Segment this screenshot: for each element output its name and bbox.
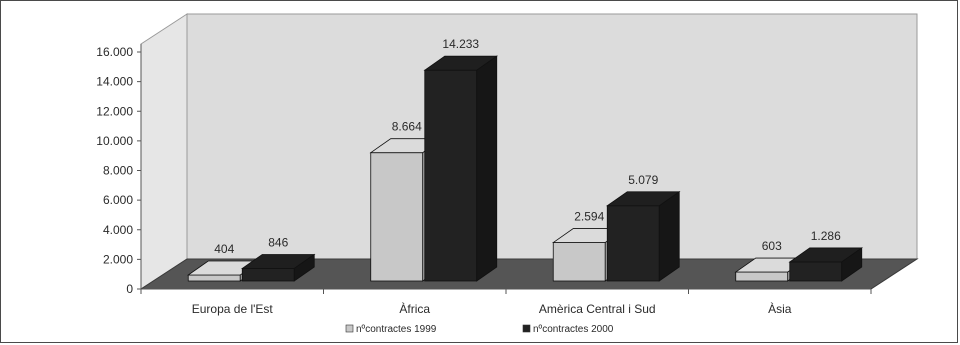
bar-side <box>293 253 315 282</box>
back-wall <box>186 13 918 260</box>
bar-front <box>789 261 843 282</box>
y-tick-label: 12.000 <box>96 104 133 118</box>
chart-legend: nºcontractes 1999 nºcontractes 2000 <box>345 324 614 335</box>
data-label: 8.664 <box>392 120 422 134</box>
bar-front <box>187 274 241 282</box>
bar-side <box>841 247 863 282</box>
category-label: Amèrica Central i Sud <box>539 302 656 316</box>
category-label: Àsia <box>768 301 792 316</box>
y-tick-label: 14.000 <box>96 75 133 89</box>
data-label: 14.233 <box>442 37 479 51</box>
bar-front <box>241 268 295 282</box>
bar-front <box>552 242 606 282</box>
y-tick-label: 8.000 <box>103 164 133 178</box>
legend-label: nºcontractes 2000 <box>533 324 614 335</box>
bar-side <box>658 190 680 282</box>
data-label: 5.079 <box>628 173 658 187</box>
side-wall <box>140 13 188 290</box>
legend-swatch <box>345 324 354 333</box>
bar <box>605 190 681 282</box>
y-tick-label: 4.000 <box>103 223 133 237</box>
data-label: 2.594 <box>574 210 604 224</box>
bar <box>788 247 864 282</box>
bar-front <box>424 69 478 282</box>
bar <box>240 253 316 282</box>
y-tick-label: 0 <box>126 282 133 296</box>
chart-labels: 404 846 Europa de l'Est 8.664 14.233 Àfrica 2.… <box>192 37 841 316</box>
legend-swatch <box>522 324 531 333</box>
data-label: 846 <box>268 235 288 249</box>
chart-walls <box>140 13 918 290</box>
category-label: Europa de l'Est <box>192 302 274 316</box>
data-label: 404 <box>214 242 234 256</box>
y-tick-label: 6.000 <box>103 193 133 207</box>
category-label: Àfrica <box>399 301 430 316</box>
data-label: 603 <box>762 239 782 253</box>
legend-label: nºcontractes 1999 <box>356 324 437 335</box>
chart-bars <box>186 55 864 282</box>
bar-front <box>606 205 660 282</box>
y-tick-label: 10.000 <box>96 134 133 148</box>
y-tick-label: 16.000 <box>96 45 133 59</box>
bar-side <box>476 55 498 282</box>
bar-front <box>370 152 424 282</box>
y-tick-label: 2.000 <box>103 252 133 266</box>
chart-axes: 0 2.000 4.000 6.000 8.000 10.000 12.000 14.000 1… <box>96 44 872 296</box>
bar-front <box>735 271 789 282</box>
bar <box>423 55 499 282</box>
data-label: 1.286 <box>811 229 841 243</box>
